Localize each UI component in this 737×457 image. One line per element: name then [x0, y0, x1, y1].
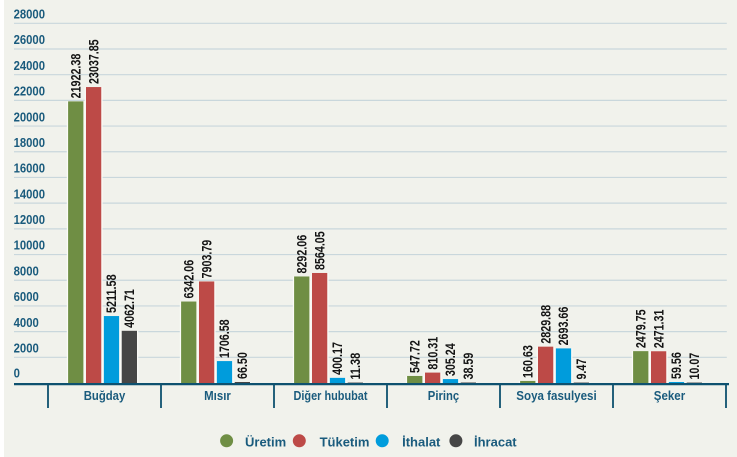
svg-text:İhracat: İhracat [474, 434, 517, 449]
svg-text:4062.71: 4062.71 [122, 289, 137, 328]
svg-text:810.31: 810.31 [425, 336, 440, 369]
svg-text:Mısır: Mısır [204, 388, 231, 403]
svg-text:Üretim: Üretim [245, 434, 286, 449]
svg-text:26000: 26000 [14, 32, 45, 47]
svg-text:1706.58: 1706.58 [217, 319, 232, 358]
svg-text:Buğday: Buğday [84, 388, 126, 403]
svg-text:547.72: 547.72 [407, 340, 422, 373]
svg-text:6342.06: 6342.06 [181, 260, 196, 299]
svg-text:400.17: 400.17 [330, 342, 345, 375]
svg-text:14000: 14000 [14, 186, 45, 201]
svg-text:18000: 18000 [14, 135, 45, 150]
svg-text:8000: 8000 [14, 263, 39, 278]
svg-text:6000: 6000 [14, 289, 39, 304]
svg-text:Şeker: Şeker [654, 388, 685, 403]
svg-text:16000: 16000 [14, 161, 45, 176]
svg-text:305.24: 305.24 [443, 343, 458, 376]
svg-text:10000: 10000 [14, 238, 45, 253]
svg-text:Diğer hububat: Diğer hububat [294, 388, 369, 403]
svg-text:İthalat: İthalat [402, 434, 441, 449]
svg-text:4000: 4000 [14, 315, 39, 330]
svg-text:2693.66: 2693.66 [556, 307, 571, 346]
svg-text:9.47: 9.47 [574, 359, 589, 380]
svg-text:20000: 20000 [14, 109, 45, 124]
svg-text:8564.05: 8564.05 [312, 231, 327, 270]
svg-text:11.38: 11.38 [348, 352, 363, 379]
svg-text:28000: 28000 [14, 7, 45, 22]
svg-text:59.56: 59.56 [669, 352, 684, 379]
svg-text:Pirinç: Pirinç [428, 388, 459, 403]
svg-text:Soya fasulyesi: Soya fasulyesi [516, 388, 596, 403]
svg-text:2479.75: 2479.75 [633, 309, 648, 348]
svg-text:0: 0 [14, 365, 20, 380]
svg-text:Tüketim: Tüketim [320, 434, 370, 449]
svg-text:8292.06: 8292.06 [294, 235, 309, 274]
svg-text:21922.38: 21922.38 [68, 53, 83, 98]
svg-text:5211.58: 5211.58 [104, 274, 119, 313]
svg-text:24000: 24000 [14, 58, 45, 73]
svg-text:23037.85: 23037.85 [86, 39, 101, 84]
svg-text:160.63: 160.63 [520, 345, 535, 378]
svg-text:38.59: 38.59 [461, 353, 476, 380]
svg-text:66.50: 66.50 [235, 352, 250, 379]
svg-text:2000: 2000 [14, 341, 39, 356]
svg-text:2471.31: 2471.31 [651, 309, 666, 348]
svg-text:7903.79: 7903.79 [199, 240, 214, 279]
svg-text:12000: 12000 [14, 212, 45, 227]
svg-text:22000: 22000 [14, 84, 45, 99]
svg-text:2829.88: 2829.88 [538, 305, 553, 344]
svg-text:10.07: 10.07 [687, 353, 702, 380]
